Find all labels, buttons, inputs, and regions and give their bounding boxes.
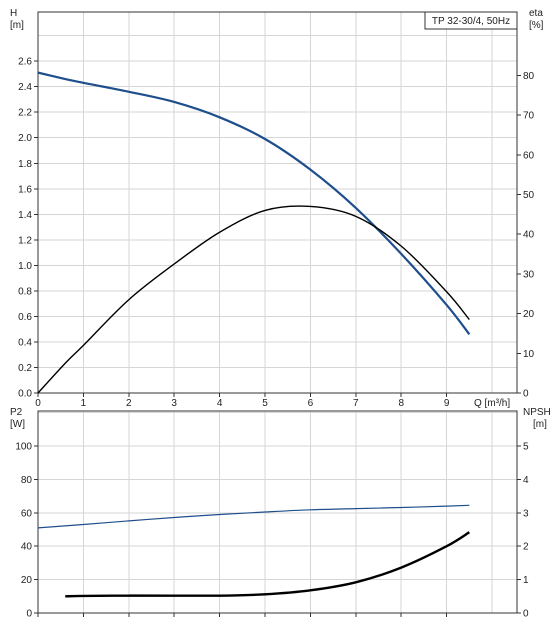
left-tick-label: 100 — [15, 442, 32, 453]
right-axis-unit: [%] — [529, 20, 544, 31]
right-tick-label: 5 — [523, 442, 529, 453]
x-tick-label: 9 — [444, 398, 450, 409]
right-tick-label: 4 — [523, 475, 529, 486]
right-tick-label: 70 — [523, 111, 535, 122]
right-tick-label: 80 — [523, 71, 535, 82]
left-tick-label: 40 — [21, 542, 33, 553]
power-npsh-panel: 0 20 40 60 80 100 0 1 2 3 4 5 P2[W] NPSH[m] — [10, 407, 551, 620]
left-tick-label: 60 — [21, 508, 33, 519]
series-line-right-axis — [37, 205, 470, 394]
left-tick-label: 1.0 — [18, 261, 32, 272]
right-tick-label: 60 — [523, 150, 535, 161]
x-tick-label: 6 — [308, 398, 314, 409]
right-tick-label: 0 — [523, 609, 529, 620]
right-tick-label: 10 — [523, 349, 535, 360]
right-axis-title: eta — [529, 8, 543, 19]
right-tick-label: 30 — [523, 269, 535, 280]
left-tick-label: 80 — [21, 475, 33, 486]
x-tick-label: 0 — [35, 398, 41, 409]
right-tick-label: 50 — [523, 190, 535, 201]
x-tick-label: 1 — [81, 398, 87, 409]
series-line-right-axis — [65, 531, 470, 598]
left-tick-label: 1.6 — [18, 184, 32, 195]
right-tick-label: 0 — [523, 389, 529, 400]
left-tick-label: 1.4 — [18, 210, 32, 221]
head-efficiency-panel: 0.0 0.2 0.4 0.6 0.8 1.0 1.2 1.4 1.6 1.8 2.0 2.2 2.4 2… — [10, 8, 544, 409]
left-tick-label: 2.6 — [18, 57, 32, 68]
left-tick-label: 2.4 — [18, 82, 32, 93]
left-tick-label: 1.8 — [18, 159, 32, 170]
right-tick-label: 1 — [523, 575, 529, 586]
left-tick-label: 0.2 — [18, 363, 32, 374]
right-axis-unit: [m] — [533, 419, 547, 430]
left-tick-label: 20 — [21, 575, 33, 586]
x-tick-label: 2 — [126, 398, 132, 409]
series-line-left-axis — [37, 71, 471, 335]
left-tick-label: 0.0 — [18, 389, 32, 400]
left-tick-label: 2.0 — [18, 133, 32, 144]
title-box — [424, 11, 518, 30]
left-tick-label: 0.6 — [18, 312, 32, 323]
x-tick-label: 7 — [353, 398, 359, 409]
left-tick-label: 0.4 — [18, 337, 32, 348]
x-tick-label: 8 — [398, 398, 404, 409]
left-axis-unit: [m] — [10, 20, 24, 31]
left-tick-label: 1.2 — [18, 235, 32, 246]
left-axis-title: H — [10, 8, 17, 19]
left-tick-label: 0 — [26, 609, 32, 620]
left-axis-unit: [W] — [10, 419, 25, 430]
left-axis-title: P2 — [10, 407, 23, 418]
x-tick-label: 5 — [262, 398, 268, 409]
right-axis-title: NPSH — [523, 407, 551, 418]
right-tick-label: 40 — [523, 230, 535, 241]
x-tick-label: 3 — [171, 398, 177, 409]
plot-frame — [37, 410, 518, 614]
right-tick-label: 3 — [523, 508, 529, 519]
chart-title: TP 32-30/4, 50Hz — [432, 16, 510, 27]
plot-frame — [37, 11, 518, 394]
right-tick-label: 20 — [523, 309, 535, 320]
left-tick-label: 2.2 — [18, 108, 32, 119]
series-line-left-axis — [37, 504, 470, 529]
x-tick-label: 4 — [217, 398, 223, 409]
x-axis-label: Q [m³/h] — [474, 398, 510, 409]
left-tick-label: 0.8 — [18, 286, 32, 297]
right-tick-label: 2 — [523, 542, 529, 553]
